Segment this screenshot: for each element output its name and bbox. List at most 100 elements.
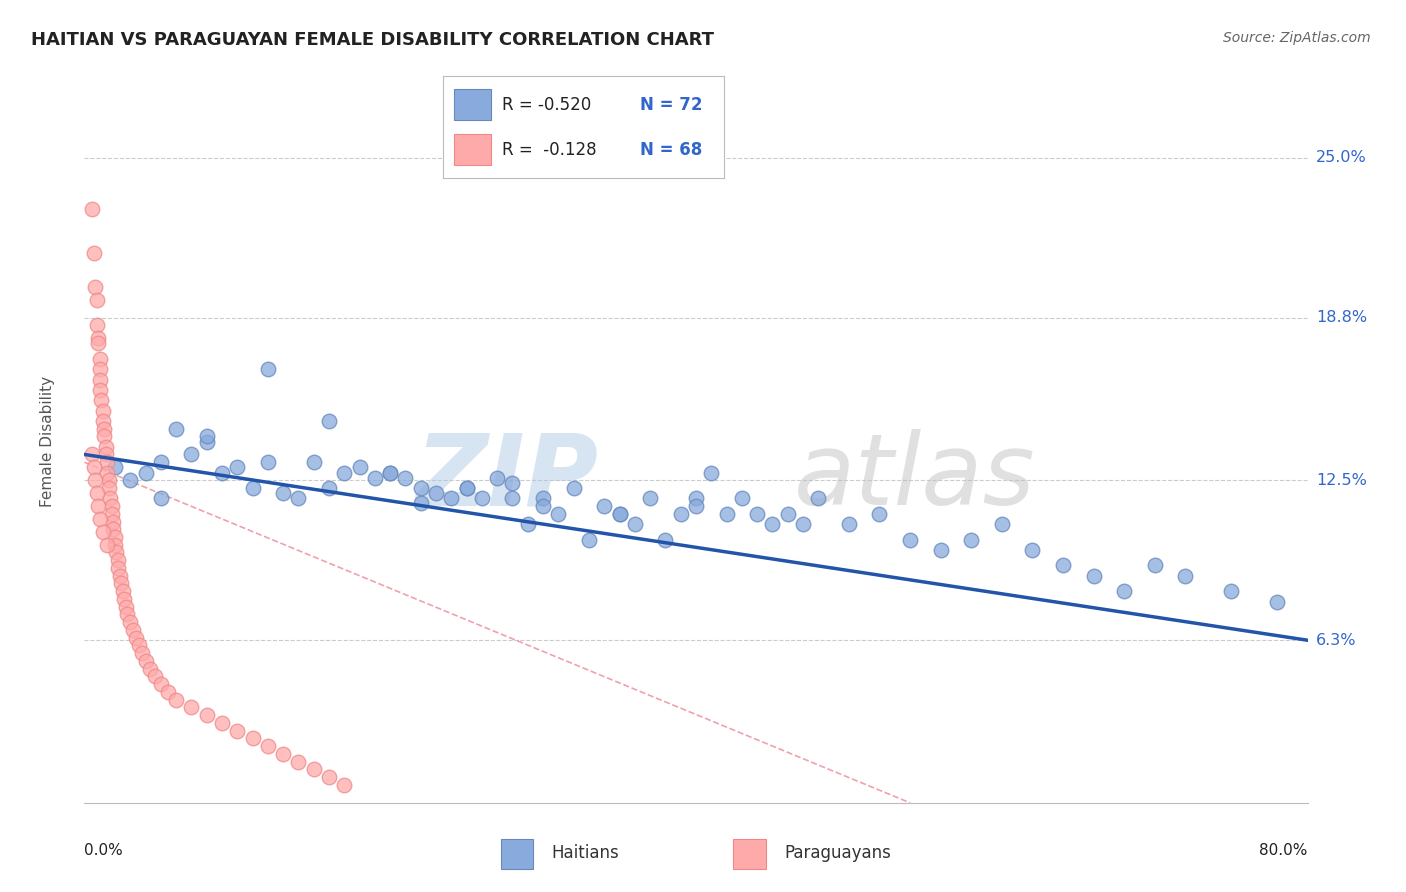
Point xyxy=(94,447,117,461)
Point xyxy=(86,486,108,500)
Point xyxy=(547,507,569,521)
Point xyxy=(93,429,115,443)
FancyBboxPatch shape xyxy=(501,838,533,869)
Point xyxy=(149,677,172,691)
Point xyxy=(654,533,676,547)
Point xyxy=(1083,568,1105,582)
Point xyxy=(87,499,110,513)
Point xyxy=(195,708,218,723)
Point xyxy=(89,362,111,376)
Point xyxy=(380,466,402,480)
Point xyxy=(318,770,340,784)
Point xyxy=(486,471,509,485)
Point xyxy=(929,542,952,557)
Point xyxy=(242,481,264,495)
Point xyxy=(91,414,114,428)
Point xyxy=(101,499,124,513)
Point xyxy=(502,475,524,490)
Point xyxy=(318,481,340,495)
Point xyxy=(838,517,860,532)
Point xyxy=(108,568,131,582)
FancyBboxPatch shape xyxy=(454,135,491,165)
Point xyxy=(120,615,142,630)
Point xyxy=(103,522,125,536)
Point xyxy=(1021,542,1043,557)
Point xyxy=(669,507,692,521)
Text: HAITIAN VS PARAGUAYAN FEMALE DISABILITY CORRELATION CHART: HAITIAN VS PARAGUAYAN FEMALE DISABILITY … xyxy=(31,31,714,49)
Point xyxy=(165,692,187,706)
Text: 12.5%: 12.5% xyxy=(1316,473,1367,488)
Point xyxy=(1052,558,1074,573)
Point xyxy=(638,491,661,506)
Point xyxy=(139,662,162,676)
Point xyxy=(89,512,111,526)
Point xyxy=(110,576,132,591)
Point xyxy=(685,491,707,506)
Point xyxy=(1265,594,1288,608)
Point xyxy=(685,499,707,513)
Point xyxy=(242,731,264,746)
Point xyxy=(380,466,402,480)
Point xyxy=(115,607,138,622)
Point xyxy=(226,460,249,475)
Point xyxy=(531,491,554,506)
Point xyxy=(271,747,294,761)
Point xyxy=(89,351,111,366)
Point xyxy=(226,723,249,738)
Point xyxy=(165,422,187,436)
Point xyxy=(302,762,325,776)
Point xyxy=(333,466,356,480)
Text: Paraguayans: Paraguayans xyxy=(785,844,891,862)
Point xyxy=(114,599,136,614)
Point xyxy=(111,584,134,599)
Point xyxy=(302,455,325,469)
Point xyxy=(104,538,127,552)
Point xyxy=(93,422,115,436)
Point xyxy=(97,481,120,495)
Point xyxy=(287,755,309,769)
Point xyxy=(80,202,103,217)
Point xyxy=(1114,584,1136,599)
Point xyxy=(195,434,218,449)
Point xyxy=(135,466,157,480)
Point xyxy=(349,460,371,475)
Text: 6.3%: 6.3% xyxy=(1316,632,1357,648)
Point xyxy=(96,455,118,469)
Point xyxy=(624,517,647,532)
Point xyxy=(333,778,356,792)
Point xyxy=(471,491,494,506)
Point xyxy=(991,517,1014,532)
Point xyxy=(180,700,202,714)
Point xyxy=(440,491,463,506)
Point xyxy=(516,517,538,532)
Point xyxy=(122,623,145,637)
Point xyxy=(287,491,309,506)
Point xyxy=(1220,584,1243,599)
Point xyxy=(80,447,103,461)
Point xyxy=(593,499,616,513)
Point xyxy=(578,533,600,547)
Point xyxy=(83,460,105,475)
Point xyxy=(1143,558,1166,573)
Point xyxy=(96,538,118,552)
Text: ZIP: ZIP xyxy=(415,429,598,526)
Point xyxy=(103,515,125,529)
Point xyxy=(112,591,135,606)
Point xyxy=(898,533,921,547)
Point xyxy=(318,414,340,428)
Point xyxy=(120,473,142,487)
Text: N = 72: N = 72 xyxy=(640,95,702,113)
Point xyxy=(104,530,127,544)
Point xyxy=(105,545,128,559)
Point xyxy=(128,639,150,653)
Text: 18.8%: 18.8% xyxy=(1316,310,1367,326)
Text: Haitians: Haitians xyxy=(551,844,619,862)
Point xyxy=(107,561,129,575)
Point xyxy=(792,517,814,532)
Point xyxy=(135,654,157,668)
Text: R =  -0.128: R = -0.128 xyxy=(502,141,596,159)
Point xyxy=(364,471,387,485)
Point xyxy=(96,466,118,480)
Point xyxy=(98,491,121,506)
Point xyxy=(94,440,117,454)
